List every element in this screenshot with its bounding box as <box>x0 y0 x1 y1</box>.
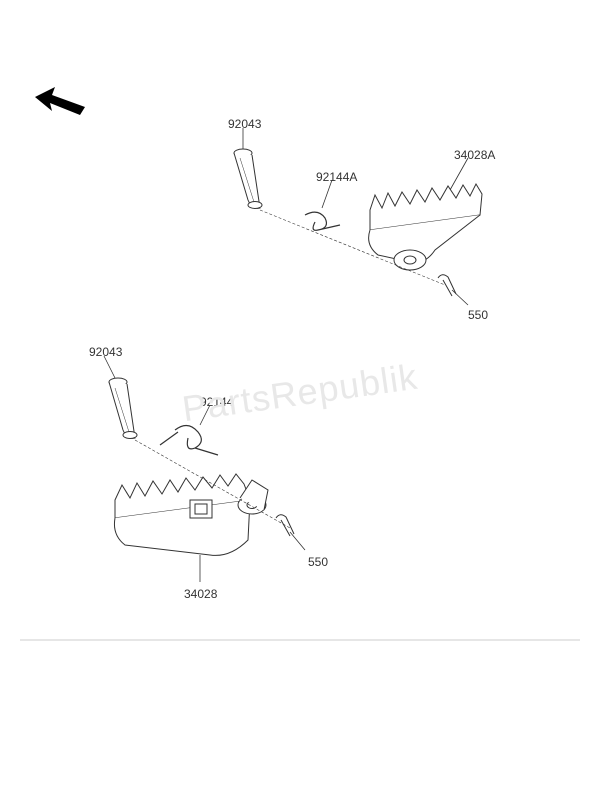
part-footpeg-bottom <box>114 440 290 555</box>
part-spring-top <box>305 212 340 230</box>
part-pin-top <box>234 149 262 209</box>
parts-diagram-container: PartsRepublik <box>0 0 600 785</box>
part-spring-bottom <box>160 425 218 455</box>
direction-arrow-icon <box>30 85 90 125</box>
part-footpeg-top <box>260 184 482 285</box>
technical-diagram-svg <box>0 0 600 785</box>
part-cotter-pin-top <box>438 275 456 296</box>
part-pin-bottom <box>109 378 137 439</box>
